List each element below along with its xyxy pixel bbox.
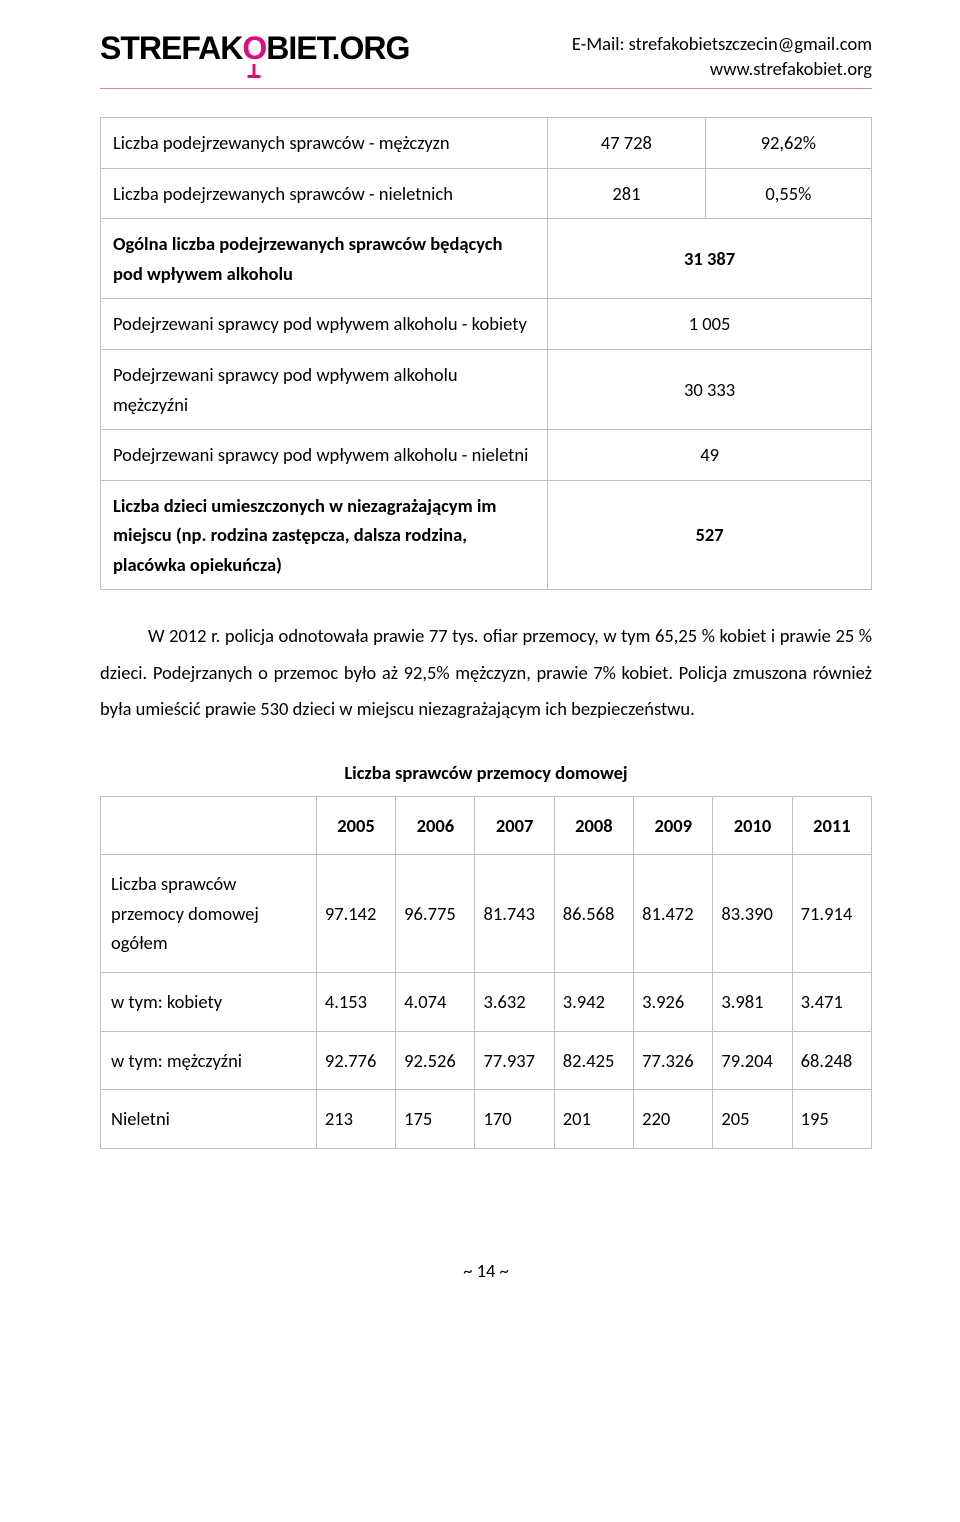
cell-value: 4.074 xyxy=(396,973,475,1032)
row-label: Ogólna liczba podejrzewanych sprawców bę… xyxy=(101,219,548,299)
cell-value: 205 xyxy=(713,1090,792,1149)
row-value: 31 387 xyxy=(548,219,872,299)
contact-block: E-Mail: strefakobietszczecin@gmail.com w… xyxy=(572,32,872,82)
row-value: 527 xyxy=(548,480,872,590)
table-row: w tym: mężczyźni92.77692.52677.93782.425… xyxy=(101,1031,872,1090)
cell-value: 79.204 xyxy=(713,1031,792,1090)
cell-value: 82.425 xyxy=(554,1031,633,1090)
table-col-year: 2011 xyxy=(792,796,871,855)
table-row: w tym: kobiety4.1534.0743.6323.9423.9263… xyxy=(101,973,872,1032)
row-label: Podejrzewani sprawcy pod wpływem alkohol… xyxy=(101,430,548,481)
cell-value: 3.981 xyxy=(713,973,792,1032)
row-label: Nieletni xyxy=(101,1090,317,1149)
cell-value: 77.937 xyxy=(475,1031,554,1090)
cell-value: 4.153 xyxy=(316,973,395,1032)
table-col-empty xyxy=(101,796,317,855)
perpetrators-table: 2005200620072008200920102011 Liczba spra… xyxy=(100,796,872,1149)
logo-text-2: BIET.ORG xyxy=(266,32,409,64)
table-row: Podejrzewani sprawcy pod wpływem alkohol… xyxy=(101,349,872,429)
suspects-table: Liczba podejrzewanych sprawców - mężczyz… xyxy=(100,117,872,591)
table-col-year: 2005 xyxy=(316,796,395,855)
table-row: Podejrzewani sprawcy pod wpływem alkohol… xyxy=(101,299,872,350)
cell-value: 3.632 xyxy=(475,973,554,1032)
table-row: Nieletni213175170201220205195 xyxy=(101,1090,872,1149)
page-header: STREFAKOBIET.ORG E-Mail: strefakobietszc… xyxy=(100,32,872,82)
cell-value: 201 xyxy=(554,1090,633,1149)
row-label: w tym: kobiety xyxy=(101,973,317,1032)
row-label: Liczba dzieci umieszczonych w niezagraża… xyxy=(101,480,548,590)
url-line: www.strefakobiet.org xyxy=(572,57,872,82)
cell-value: 195 xyxy=(792,1090,871,1149)
table-row: Liczba podejrzewanych sprawców - mężczyz… xyxy=(101,117,872,168)
cell-value: 81.472 xyxy=(634,855,713,973)
table-col-year: 2007 xyxy=(475,796,554,855)
table-row: Liczba sprawców przemocy domowej ogółem9… xyxy=(101,855,872,973)
cell-value: 3.471 xyxy=(792,973,871,1032)
row-label: Podejrzewani sprawcy pod wpływem alkohol… xyxy=(101,349,548,429)
body-paragraph: W 2012 r. policja odnotowała prawie 77 t… xyxy=(100,618,872,726)
cell-value: 81.743 xyxy=(475,855,554,973)
cell-value: 170 xyxy=(475,1090,554,1149)
table-row: Podejrzewani sprawcy pod wpływem alkohol… xyxy=(101,430,872,481)
table-col-year: 2009 xyxy=(634,796,713,855)
logo-text-1: STREFAK xyxy=(100,32,242,64)
row-label: Liczba podejrzewanych sprawców - nieletn… xyxy=(101,168,548,219)
cell-value: 71.914 xyxy=(792,855,871,973)
row-label: Liczba sprawców przemocy domowej ogółem xyxy=(101,855,317,973)
logo-glyph-o: O xyxy=(242,32,266,64)
row-value: 49 xyxy=(548,430,872,481)
cell-value: 3.942 xyxy=(554,973,633,1032)
row-value-2: 92,62% xyxy=(705,117,871,168)
cell-value: 68.248 xyxy=(792,1031,871,1090)
header-divider xyxy=(100,88,872,89)
row-label: Podejrzewani sprawcy pod wpływem alkohol… xyxy=(101,299,548,350)
row-value-1: 281 xyxy=(548,168,705,219)
row-value: 30 333 xyxy=(548,349,872,429)
table-col-year: 2008 xyxy=(554,796,633,855)
perpetrators-table-title: Liczba sprawców przemocy domowej xyxy=(100,761,872,784)
cell-value: 97.142 xyxy=(316,855,395,973)
row-label: Liczba podejrzewanych sprawców - mężczyz… xyxy=(101,117,548,168)
table-row: Ogólna liczba podejrzewanych sprawców bę… xyxy=(101,219,872,299)
table-col-year: 2010 xyxy=(713,796,792,855)
page-number: ~ 14 ~ xyxy=(100,1259,872,1282)
email-line: E-Mail: strefakobietszczecin@gmail.com xyxy=(572,32,872,57)
table-row: Liczba dzieci umieszczonych w niezagraża… xyxy=(101,480,872,590)
cell-value: 86.568 xyxy=(554,855,633,973)
cell-value: 220 xyxy=(634,1090,713,1149)
row-value-2: 0,55% xyxy=(705,168,871,219)
cell-value: 92.776 xyxy=(316,1031,395,1090)
cell-value: 92.526 xyxy=(396,1031,475,1090)
site-logo: STREFAKOBIET.ORG xyxy=(100,32,409,64)
cell-value: 83.390 xyxy=(713,855,792,973)
row-value-1: 47 728 xyxy=(548,117,705,168)
table-row: Liczba podejrzewanych sprawców - nieletn… xyxy=(101,168,872,219)
cell-value: 175 xyxy=(396,1090,475,1149)
table-col-year: 2006 xyxy=(396,796,475,855)
row-label: w tym: mężczyźni xyxy=(101,1031,317,1090)
cell-value: 213 xyxy=(316,1090,395,1149)
cell-value: 3.926 xyxy=(634,973,713,1032)
row-value: 1 005 xyxy=(548,299,872,350)
cell-value: 96.775 xyxy=(396,855,475,973)
cell-value: 77.326 xyxy=(634,1031,713,1090)
